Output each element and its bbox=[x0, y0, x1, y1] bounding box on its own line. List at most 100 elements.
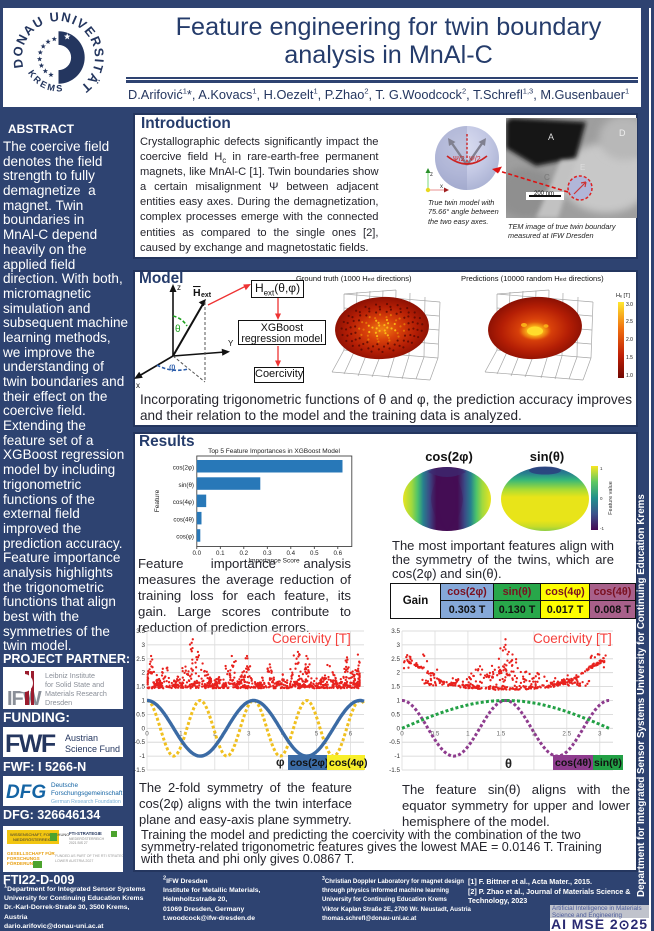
svg-text:-1: -1 bbox=[139, 753, 145, 760]
svg-text:Importance Score: Importance Score bbox=[248, 558, 300, 565]
svg-text:-1: -1 bbox=[394, 753, 400, 760]
svg-text:LOWER AUSTRIA 2027: LOWER AUSTRIA 2027 bbox=[55, 859, 93, 863]
svg-text:3: 3 bbox=[598, 730, 602, 737]
svg-text:sin(θ): sin(θ) bbox=[594, 757, 622, 769]
svg-text:0.5: 0.5 bbox=[391, 711, 400, 718]
svg-text:1.5: 1.5 bbox=[136, 684, 145, 691]
svg-text:Coercivity [T]: Coercivity [T] bbox=[533, 631, 612, 646]
svg-text:Hₑ [T]: Hₑ [T] bbox=[616, 293, 630, 299]
svg-text:0: 0 bbox=[145, 730, 149, 737]
svg-text:FÖRDERUNG: FÖRDERUNG bbox=[7, 860, 37, 866]
svg-text:3: 3 bbox=[247, 730, 251, 737]
svg-text:2.5: 2.5 bbox=[391, 656, 400, 663]
svg-text:1: 1 bbox=[396, 698, 400, 705]
svg-text:1: 1 bbox=[179, 730, 183, 737]
svg-text:0.5: 0.5 bbox=[431, 730, 440, 737]
svg-text:H: H bbox=[193, 287, 201, 299]
svg-text:1: 1 bbox=[466, 730, 470, 737]
svg-text:Leibniz Institute: Leibniz Institute bbox=[45, 671, 95, 680]
svg-text:NIEDERÖSTERREICH: NIEDERÖSTERREICH bbox=[69, 837, 105, 841]
svg-text:0.0: 0.0 bbox=[192, 550, 201, 557]
svg-text:200 nm: 200 nm bbox=[534, 191, 554, 197]
svg-text:Ψ/2: Ψ/2 bbox=[453, 156, 465, 163]
svg-text:0: 0 bbox=[396, 725, 400, 732]
svg-text:0.3: 0.3 bbox=[263, 550, 272, 557]
svg-text:Feature: Feature bbox=[154, 489, 161, 512]
svg-text:for Solid State and: for Solid State and bbox=[45, 680, 104, 689]
svg-text:C: C bbox=[544, 173, 550, 182]
svg-text:2021 BIS 27: 2021 BIS 27 bbox=[69, 841, 88, 845]
svg-text:D: D bbox=[619, 128, 626, 138]
svg-text:z: z bbox=[177, 283, 181, 292]
svg-text:0: 0 bbox=[141, 725, 145, 732]
svg-text:Forschungsgemeinschaft: Forschungsgemeinschaft bbox=[51, 790, 123, 797]
svg-text:AI MSE 2⊙25: AI MSE 2⊙25 bbox=[551, 917, 647, 931]
svg-text:-0.5: -0.5 bbox=[134, 739, 145, 746]
svg-text:-1.5: -1.5 bbox=[389, 767, 400, 774]
svg-text:φ: φ bbox=[169, 362, 176, 373]
svg-text:0.5: 0.5 bbox=[136, 711, 145, 718]
svg-text:cos(2φ): cos(2φ) bbox=[173, 465, 194, 472]
svg-text:A: A bbox=[548, 132, 554, 142]
svg-text:NIEDERÖSTERREICH: NIEDERÖSTERREICH bbox=[13, 837, 54, 842]
svg-text:2: 2 bbox=[213, 730, 217, 737]
svg-text:cos(4θ): cos(4θ) bbox=[555, 757, 592, 769]
svg-text:WISSENSCHAFT, FORSCHUNG: WISSENSCHAFT, FORSCHUNG bbox=[10, 832, 69, 837]
svg-text:2.0: 2.0 bbox=[626, 337, 633, 343]
svg-text:Feature value: Feature value bbox=[608, 481, 614, 515]
svg-text:0: 0 bbox=[600, 496, 603, 501]
svg-text:x: x bbox=[136, 381, 140, 390]
svg-text:1: 1 bbox=[600, 466, 603, 471]
svg-text:E: E bbox=[580, 163, 585, 172]
svg-text:FORSCHUNGS: FORSCHUNGS bbox=[7, 856, 40, 861]
svg-text:German Research Foundation: German Research Foundation bbox=[51, 799, 121, 805]
svg-text:x: x bbox=[440, 184, 443, 190]
svg-text:φ: φ bbox=[276, 755, 285, 769]
svg-text:sin(θ): sin(θ) bbox=[179, 482, 194, 489]
svg-text:1.5: 1.5 bbox=[626, 355, 633, 361]
svg-text:1.5: 1.5 bbox=[497, 730, 506, 737]
svg-text:θ: θ bbox=[505, 756, 512, 771]
svg-text:FTI-STRATEGIE: FTI-STRATEGIE bbox=[69, 831, 102, 836]
svg-text:3.5: 3.5 bbox=[136, 628, 145, 635]
svg-text:1.0: 1.0 bbox=[626, 373, 633, 379]
svg-text:2.5: 2.5 bbox=[136, 656, 145, 663]
svg-text:GESELLSCHAFT FÜR: GESELLSCHAFT FÜR bbox=[7, 850, 55, 856]
svg-text:2.5: 2.5 bbox=[626, 319, 633, 325]
svg-text:θ: θ bbox=[175, 324, 181, 335]
svg-text:0.6: 0.6 bbox=[333, 550, 342, 557]
svg-text:2: 2 bbox=[396, 670, 400, 677]
svg-text:0.2: 0.2 bbox=[239, 550, 248, 557]
svg-text:6: 6 bbox=[349, 730, 353, 737]
svg-text:3.0: 3.0 bbox=[626, 302, 633, 308]
svg-text:cos(4θ): cos(4θ) bbox=[173, 516, 194, 523]
svg-text:cos(2φ): cos(2φ) bbox=[290, 757, 328, 769]
svg-text:3: 3 bbox=[396, 642, 400, 649]
svg-text:Deutsche: Deutsche bbox=[51, 782, 78, 789]
svg-text:0.1: 0.1 bbox=[216, 550, 225, 557]
svg-text:Austrian: Austrian bbox=[65, 733, 98, 743]
svg-text:z: z bbox=[430, 172, 433, 178]
svg-text:5: 5 bbox=[315, 730, 319, 737]
svg-text:cos(4φ): cos(4φ) bbox=[173, 499, 194, 506]
svg-text:cos(4φ): cos(4φ) bbox=[329, 757, 367, 769]
svg-text:Ψ/2: Ψ/2 bbox=[469, 156, 481, 163]
svg-text:0: 0 bbox=[400, 730, 404, 737]
svg-text:2: 2 bbox=[141, 670, 145, 677]
svg-text:-0.5: -0.5 bbox=[389, 739, 400, 746]
svg-text:Coercivity [T]: Coercivity [T] bbox=[272, 631, 351, 646]
svg-text:1.5: 1.5 bbox=[391, 684, 400, 691]
svg-text:3: 3 bbox=[141, 642, 145, 649]
svg-text:cos(φ): cos(φ) bbox=[176, 534, 194, 541]
svg-text:FUNDED AS PART OF THE RTI STRA: FUNDED AS PART OF THE RTI STRATEGY bbox=[55, 854, 123, 858]
svg-text:0.4: 0.4 bbox=[286, 550, 295, 557]
svg-text:-1: -1 bbox=[600, 526, 604, 531]
svg-text:1: 1 bbox=[141, 698, 145, 705]
svg-text:Y: Y bbox=[228, 339, 234, 348]
svg-text:Top 5 Feature Importances in X: Top 5 Feature Importances in XGBoost Mod… bbox=[208, 448, 340, 455]
svg-text:3.5: 3.5 bbox=[391, 628, 400, 635]
svg-text:-1.5: -1.5 bbox=[134, 767, 145, 774]
svg-text:Dresden: Dresden bbox=[45, 698, 72, 707]
svg-text:DFG: DFG bbox=[6, 782, 46, 803]
svg-text:Science Fund: Science Fund bbox=[65, 744, 120, 754]
